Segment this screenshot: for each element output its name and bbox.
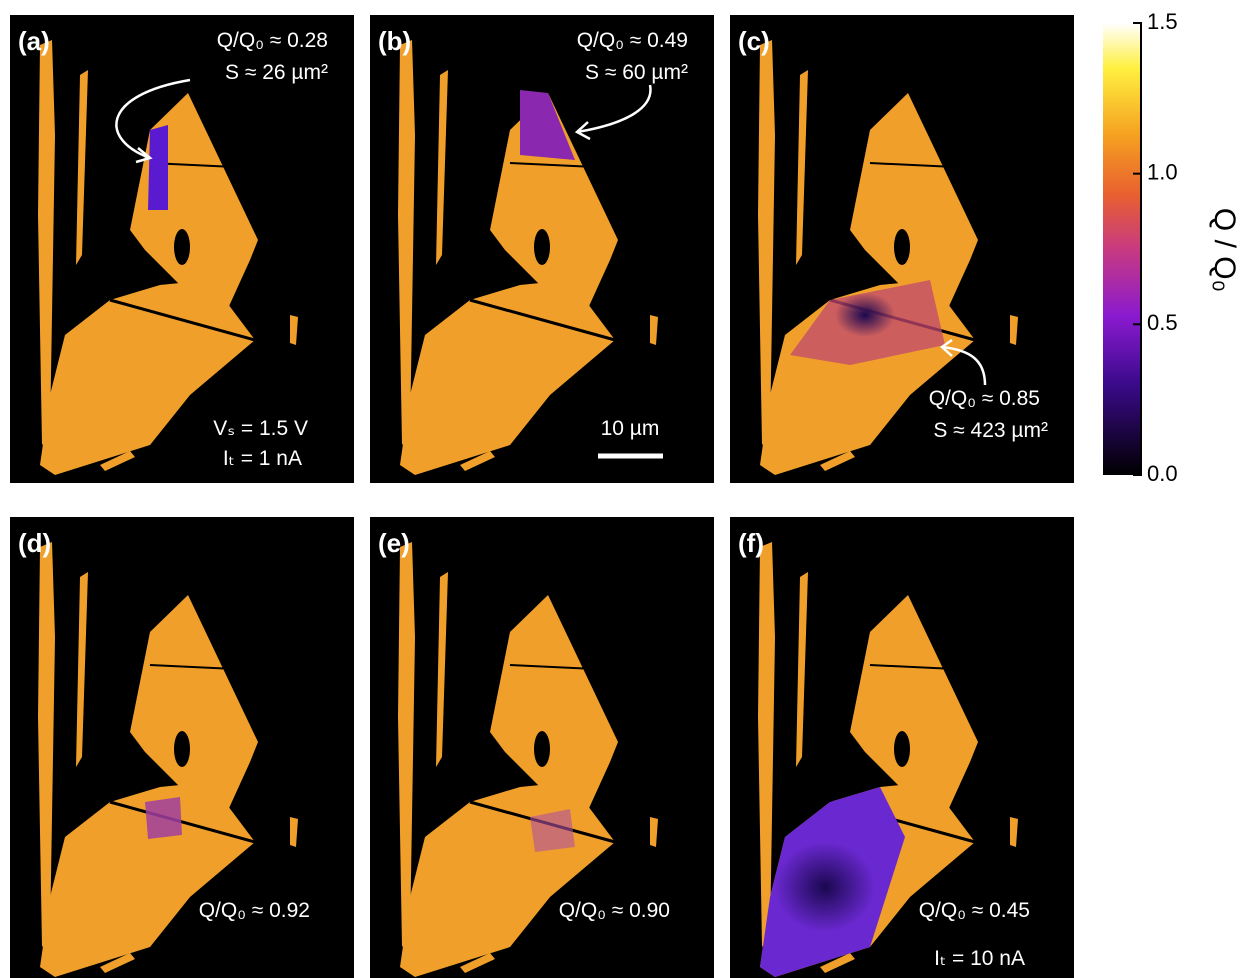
charged-region xyxy=(835,293,895,337)
annotation: 10 µm xyxy=(601,417,660,440)
tick-label: 1.0 xyxy=(1147,159,1178,184)
charged-region xyxy=(148,125,168,210)
panel: (e) Q/Q₀ ≈ 0.90 xyxy=(370,517,714,978)
colorbar: 0.0 0.5 1.0 1.5 Q / Q₀ xyxy=(1103,9,1241,486)
panel-label: (b) xyxy=(378,26,411,56)
annotation: Q/Q₀ ≈ 0.45 xyxy=(919,899,1030,922)
tick-label: 0.5 xyxy=(1147,310,1178,335)
annotation: Q/Q₀ ≈ 0.90 xyxy=(559,899,670,922)
tick-label: 0.0 xyxy=(1147,461,1178,486)
figure: 0.0 0.5 1.0 1.5 Q / Q₀ (a) Q/Q₀ ≈ 0.28 S ≈ 26 … xyxy=(0,0,1249,978)
annotation: Iₜ = 10 nA xyxy=(934,947,1025,970)
annotation: Vₛ = 1.5 V xyxy=(213,417,308,440)
panel: (f) Q/Q₀ ≈ 0.45 Iₜ = 10 nA xyxy=(730,517,1074,978)
panel: (d) Q/Q₀ ≈ 0.92 xyxy=(10,517,354,978)
annotation: Q/Q₀ ≈ 0.28 xyxy=(217,29,328,52)
colorbar-gradient xyxy=(1103,23,1140,475)
panel: (b) Q/Q₀ ≈ 0.49 S ≈ 60 µm² 10 µm xyxy=(370,15,714,483)
panel-label: (c) xyxy=(738,26,770,56)
panel-label: (f) xyxy=(738,528,764,558)
annotation: Q/Q₀ ≈ 0.49 xyxy=(577,29,688,52)
charged-region xyxy=(775,842,875,932)
annotation: S ≈ 423 µm² xyxy=(933,419,1048,442)
tick-label: 1.5 xyxy=(1147,9,1178,34)
annotation: Q/Q₀ ≈ 0.92 xyxy=(199,899,310,922)
annotation: Q/Q₀ ≈ 0.85 xyxy=(929,387,1040,410)
panel-label: (a) xyxy=(18,26,50,56)
panel: (a) Q/Q₀ ≈ 0.28 S ≈ 26 µm² Vₛ = 1.5 V Iₜ = 1… xyxy=(10,15,354,483)
panel: (c) Q/Q₀ ≈ 0.85 S ≈ 423 µm² xyxy=(730,15,1074,483)
colorbar-label: Q / Q₀ xyxy=(1208,208,1241,292)
annotation: Iₜ = 1 nA xyxy=(223,447,302,470)
annotation: S ≈ 26 µm² xyxy=(225,61,328,84)
charged-region xyxy=(145,797,182,839)
panel-label: (e) xyxy=(378,528,410,558)
panel-label: (d) xyxy=(18,528,51,558)
annotation: S ≈ 60 µm² xyxy=(585,61,688,84)
